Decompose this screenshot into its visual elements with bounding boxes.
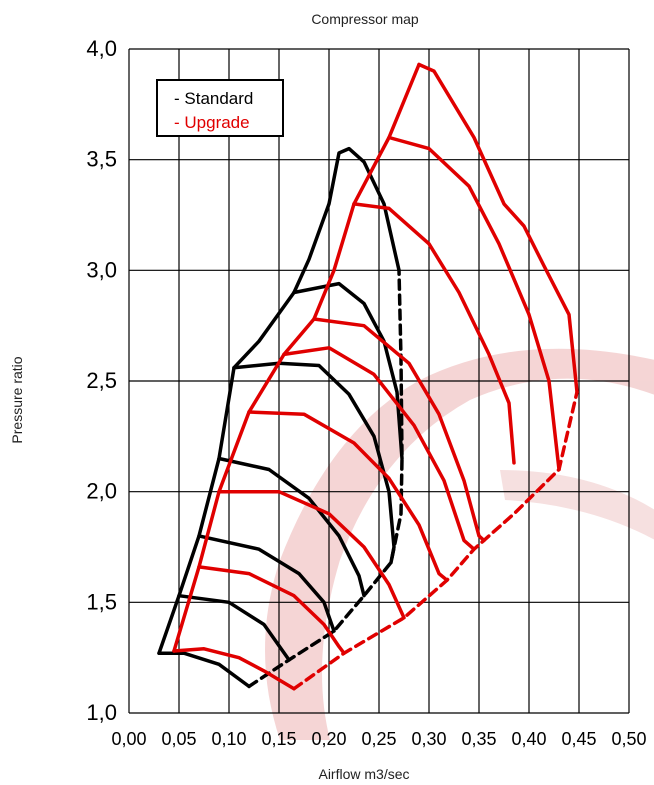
x-tick-labels: 0,00 0,05 0,10 0,15 0,20 0,25 0,30 0,35 0,40 0,45… xyxy=(111,729,646,749)
x-tick-label: 0,10 xyxy=(211,729,246,749)
y-tick-label: 3,0 xyxy=(86,257,117,282)
legend-entry-standard: - Standard xyxy=(174,89,253,108)
upgrade-speed-line xyxy=(282,346,476,551)
x-tick-label: 0,25 xyxy=(361,729,396,749)
watermark-swoosh xyxy=(265,348,654,740)
x-tick-label: 0,45 xyxy=(561,729,596,749)
y-axis-label: Pressure ratio xyxy=(9,356,25,443)
x-tick-label: 0,20 xyxy=(311,729,346,749)
y-tick-label: 3,5 xyxy=(86,147,117,172)
x-tick-label: 0,05 xyxy=(161,729,196,749)
upgrade-speed-line xyxy=(247,410,449,582)
standard-speed-line xyxy=(217,456,366,598)
standard-speed-line xyxy=(232,361,396,565)
legend-entry-upgrade: - Upgrade xyxy=(174,113,250,132)
x-axis-label: Airflow m3/sec xyxy=(318,766,409,782)
upgrade-speed-line xyxy=(387,135,561,472)
legend-box xyxy=(156,79,284,137)
upgrade-top-curve xyxy=(417,62,579,394)
x-tick-label: 0,35 xyxy=(461,729,496,749)
upgrade-speed-line xyxy=(352,202,516,465)
standard-speed-line xyxy=(157,651,251,689)
x-tick-label: 0,00 xyxy=(111,729,146,749)
series-lines xyxy=(157,62,579,691)
upgrade-choke-line xyxy=(292,390,579,691)
standard-speed-line xyxy=(177,593,291,662)
standard-surge-line xyxy=(157,146,401,655)
y-tick-label: 2,5 xyxy=(86,368,117,393)
chart-title: Compressor map xyxy=(311,11,419,27)
x-tick-label: 0,40 xyxy=(511,729,546,749)
upgrade-speed-line xyxy=(217,489,406,620)
upgrade-speed-line xyxy=(197,565,346,655)
y-tick-label: 1,5 xyxy=(86,589,117,614)
x-tick-label: 0,30 xyxy=(411,729,446,749)
x-tick-label: 0,15 xyxy=(261,729,296,749)
y-tick-label: 4,0 xyxy=(86,36,117,61)
standard-speed-line xyxy=(197,534,336,633)
x-tick-label: 0,50 xyxy=(611,729,646,749)
y-tick-label: 2,0 xyxy=(86,479,117,504)
standard-choke-line xyxy=(247,268,404,689)
legend: - Standard - Upgrade xyxy=(156,79,284,137)
upgrade-speed-line xyxy=(172,647,296,691)
upgrade-speed-line xyxy=(312,317,486,543)
y-tick-labels: 1,0 1,5 2,0 2,5 3,0 3,5 4,0 xyxy=(86,36,117,725)
upgrade-surge-line xyxy=(172,62,421,653)
y-tick-label: 1,0 xyxy=(86,700,117,725)
